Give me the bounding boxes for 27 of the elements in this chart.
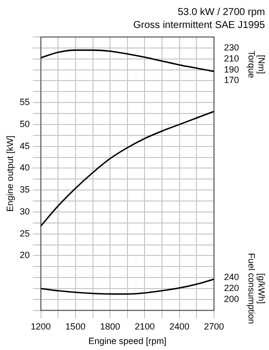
y-axis-title: Engine output [kW] bbox=[4, 136, 15, 212]
x-tick-label: 2700 bbox=[204, 321, 224, 332]
y-tick-label: 55 bbox=[20, 97, 30, 108]
x-tick-label: 1200 bbox=[30, 321, 51, 332]
x-tick-label: 2100 bbox=[134, 321, 155, 332]
y-tick-label: 35 bbox=[20, 184, 30, 195]
y3-tick-label: 240 bbox=[224, 272, 240, 282]
y3-tick-label: 220 bbox=[224, 283, 240, 294]
y3-axis-title: Fuel consumption [g/kWh] bbox=[246, 253, 267, 324]
y2-tick-label: 190 bbox=[224, 64, 240, 74]
y-tick-label: 20 bbox=[20, 250, 30, 260]
y-tick-label: 50 bbox=[20, 118, 30, 129]
y3-tick-label: 200 bbox=[224, 294, 240, 304]
y2-tick-label: 170 bbox=[224, 75, 240, 86]
y-tick-label: 40 bbox=[20, 162, 30, 173]
y2-axis-title: Torque [Nm] bbox=[246, 50, 267, 78]
y2-tick-label: 210 bbox=[224, 53, 240, 64]
chart-subtitle: Gross intermittent SAE J1995 bbox=[133, 20, 266, 31]
y2-tick-label: 230 bbox=[224, 42, 240, 52]
x-tick-label: 1500 bbox=[65, 321, 86, 332]
y-tick-label: 45 bbox=[20, 140, 30, 151]
x-tick-label: 2400 bbox=[169, 321, 190, 332]
x-axis-title: Engine speed [rpm] bbox=[88, 336, 166, 346]
x-tick-label: 1800 bbox=[100, 321, 120, 332]
y-tick-label: 25 bbox=[20, 228, 30, 238]
y-tick-label: 30 bbox=[20, 206, 30, 216]
chart-title: 53.0 kW / 2700 rpm bbox=[178, 6, 265, 18]
